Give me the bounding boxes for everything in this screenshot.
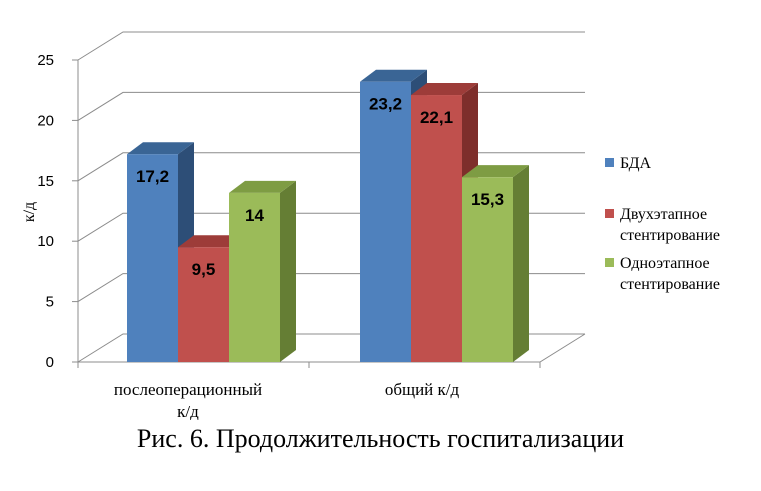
data-label: 15,3 xyxy=(471,190,504,209)
bar-2-3 xyxy=(462,165,529,362)
bar-side xyxy=(280,180,296,362)
category-labels: послеоперационный к/д общий к/д xyxy=(114,380,460,420)
legend-label: БДА xyxy=(620,155,651,172)
y-tick-label: 10 xyxy=(37,233,54,250)
chart-bars xyxy=(127,69,529,363)
data-label: 14 xyxy=(245,206,264,225)
legend-item: БДА xyxy=(605,155,651,172)
bar-top xyxy=(178,235,245,248)
bar-side xyxy=(513,165,529,362)
y-tick-label: 5 xyxy=(46,294,54,311)
legend-item: Двухэтапное стентирование xyxy=(605,206,720,244)
legend-label: Одноэтапное стентирование xyxy=(620,255,720,293)
bar-front xyxy=(411,95,462,363)
gridline xyxy=(77,31,585,61)
figure-caption: Рис. 6. Продолжительность госпитализации xyxy=(136,424,625,453)
bar-top xyxy=(462,165,529,178)
gridline xyxy=(77,91,585,121)
legend: БДА Двухэтапное стентирование Одноэтапное ст… xyxy=(605,155,720,293)
bar-top xyxy=(127,142,194,155)
y-tick-label: 0 xyxy=(46,354,54,371)
y-tick-label: 25 xyxy=(37,52,54,69)
bar-front xyxy=(360,81,411,362)
y-axis-label: к/д xyxy=(21,202,38,222)
legend-swatch xyxy=(605,158,614,167)
chart: 0 5 10 15 20 25 17,2 9,5 14 23,2 22,1 15,3 послеоп… xyxy=(21,31,720,420)
bar-1-3 xyxy=(229,180,296,362)
y-tick-label: 20 xyxy=(37,112,54,129)
bar-top xyxy=(411,83,478,96)
bar-front xyxy=(229,192,280,362)
bar-front xyxy=(178,247,229,362)
legend-item: Одноэтапное стентирование xyxy=(605,255,720,293)
y-tick-label: 15 xyxy=(37,173,54,190)
bar-top xyxy=(360,69,427,82)
legend-swatch xyxy=(605,258,614,267)
data-labels: 17,2 9,5 14 23,2 22,1 15,3 xyxy=(136,95,504,279)
y-tick-labels: 0 5 10 15 20 25 xyxy=(37,52,54,371)
data-label: 23,2 xyxy=(369,95,402,114)
legend-swatch xyxy=(605,209,614,218)
category-label: послеоперационный к/д xyxy=(114,380,262,420)
data-label: 9,5 xyxy=(192,260,216,279)
data-label: 22,1 xyxy=(420,108,453,127)
bar-top xyxy=(229,180,296,193)
category-label: общий к/д xyxy=(385,380,460,399)
data-label: 17,2 xyxy=(136,167,169,186)
legend-label: Двухэтапное стентирование xyxy=(620,206,720,244)
bar-front xyxy=(462,177,513,362)
bar-front xyxy=(127,154,178,362)
bar-2-2 xyxy=(411,83,478,363)
